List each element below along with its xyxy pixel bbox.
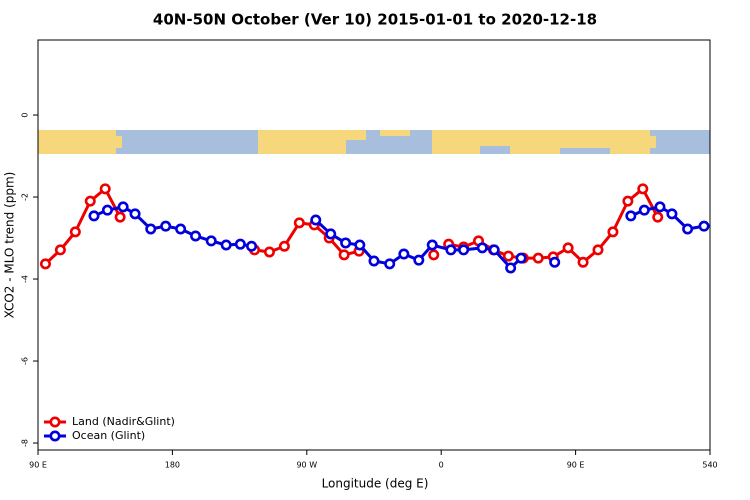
x-tick-label: 90 E — [29, 461, 47, 470]
point — [532, 252, 544, 264]
legend-label: Ocean (Glint) — [72, 429, 145, 442]
point — [625, 210, 637, 222]
point — [515, 252, 527, 264]
point — [310, 214, 322, 226]
x-tick-label: 90 W — [296, 461, 317, 470]
point — [622, 195, 634, 207]
point — [638, 204, 650, 216]
series-line — [93, 205, 705, 270]
point — [88, 210, 100, 222]
point — [488, 244, 500, 256]
point — [234, 238, 246, 250]
point — [205, 235, 217, 247]
point — [114, 211, 126, 223]
point — [338, 249, 350, 261]
point — [190, 230, 202, 242]
point — [263, 246, 275, 258]
y-tick-label: 0 — [21, 112, 30, 117]
chart-title: 40N-50N October (Ver 10) 2015-01-01 to 2… — [153, 11, 597, 29]
point — [325, 228, 337, 240]
point — [145, 223, 157, 235]
point — [384, 258, 396, 270]
point — [413, 254, 425, 266]
point — [99, 183, 111, 195]
point — [505, 262, 517, 274]
point — [69, 226, 81, 238]
point — [101, 204, 113, 216]
point — [549, 256, 561, 268]
point — [428, 249, 440, 261]
point — [592, 244, 604, 256]
x-tick-label: 180 — [165, 461, 180, 470]
point — [340, 237, 352, 249]
point — [246, 240, 258, 252]
x-tick-label: 0 — [439, 461, 444, 470]
point — [39, 258, 51, 270]
point — [445, 244, 457, 256]
point — [476, 242, 488, 254]
point — [354, 239, 366, 251]
point — [54, 244, 66, 256]
point — [175, 223, 187, 235]
point — [698, 220, 710, 232]
point — [293, 217, 305, 229]
point — [666, 208, 678, 220]
x-tick-label: 540 — [702, 461, 717, 470]
legend-marker — [49, 430, 61, 442]
legend-label: Land (Nadir&Glint) — [72, 415, 175, 428]
point — [502, 250, 514, 262]
point — [160, 220, 172, 232]
point — [398, 248, 410, 260]
point — [607, 226, 619, 238]
point — [220, 239, 232, 251]
point — [278, 240, 290, 252]
point — [458, 244, 470, 256]
y-tick-label: -2 — [21, 193, 30, 201]
y-tick-label: -6 — [21, 357, 30, 365]
x-axis-label: Longitude (deg E) — [322, 477, 429, 491]
point — [562, 242, 574, 254]
point — [84, 195, 96, 207]
plot-frame — [37, 39, 711, 451]
y-tick-label: -8 — [21, 439, 30, 447]
point — [129, 208, 141, 220]
point — [637, 183, 649, 195]
point — [426, 239, 438, 251]
point — [652, 211, 664, 223]
point — [682, 223, 694, 235]
legend-marker — [49, 416, 61, 428]
map-strip — [38, 130, 710, 154]
point — [368, 255, 380, 267]
x-tick-label: 90 E — [567, 461, 585, 470]
y-tick-label: -4 — [21, 275, 30, 283]
y-axis-label: XCO2 - MLO trend (ppm) — [3, 172, 17, 319]
point — [577, 256, 589, 268]
point — [654, 201, 666, 213]
point — [117, 201, 129, 213]
